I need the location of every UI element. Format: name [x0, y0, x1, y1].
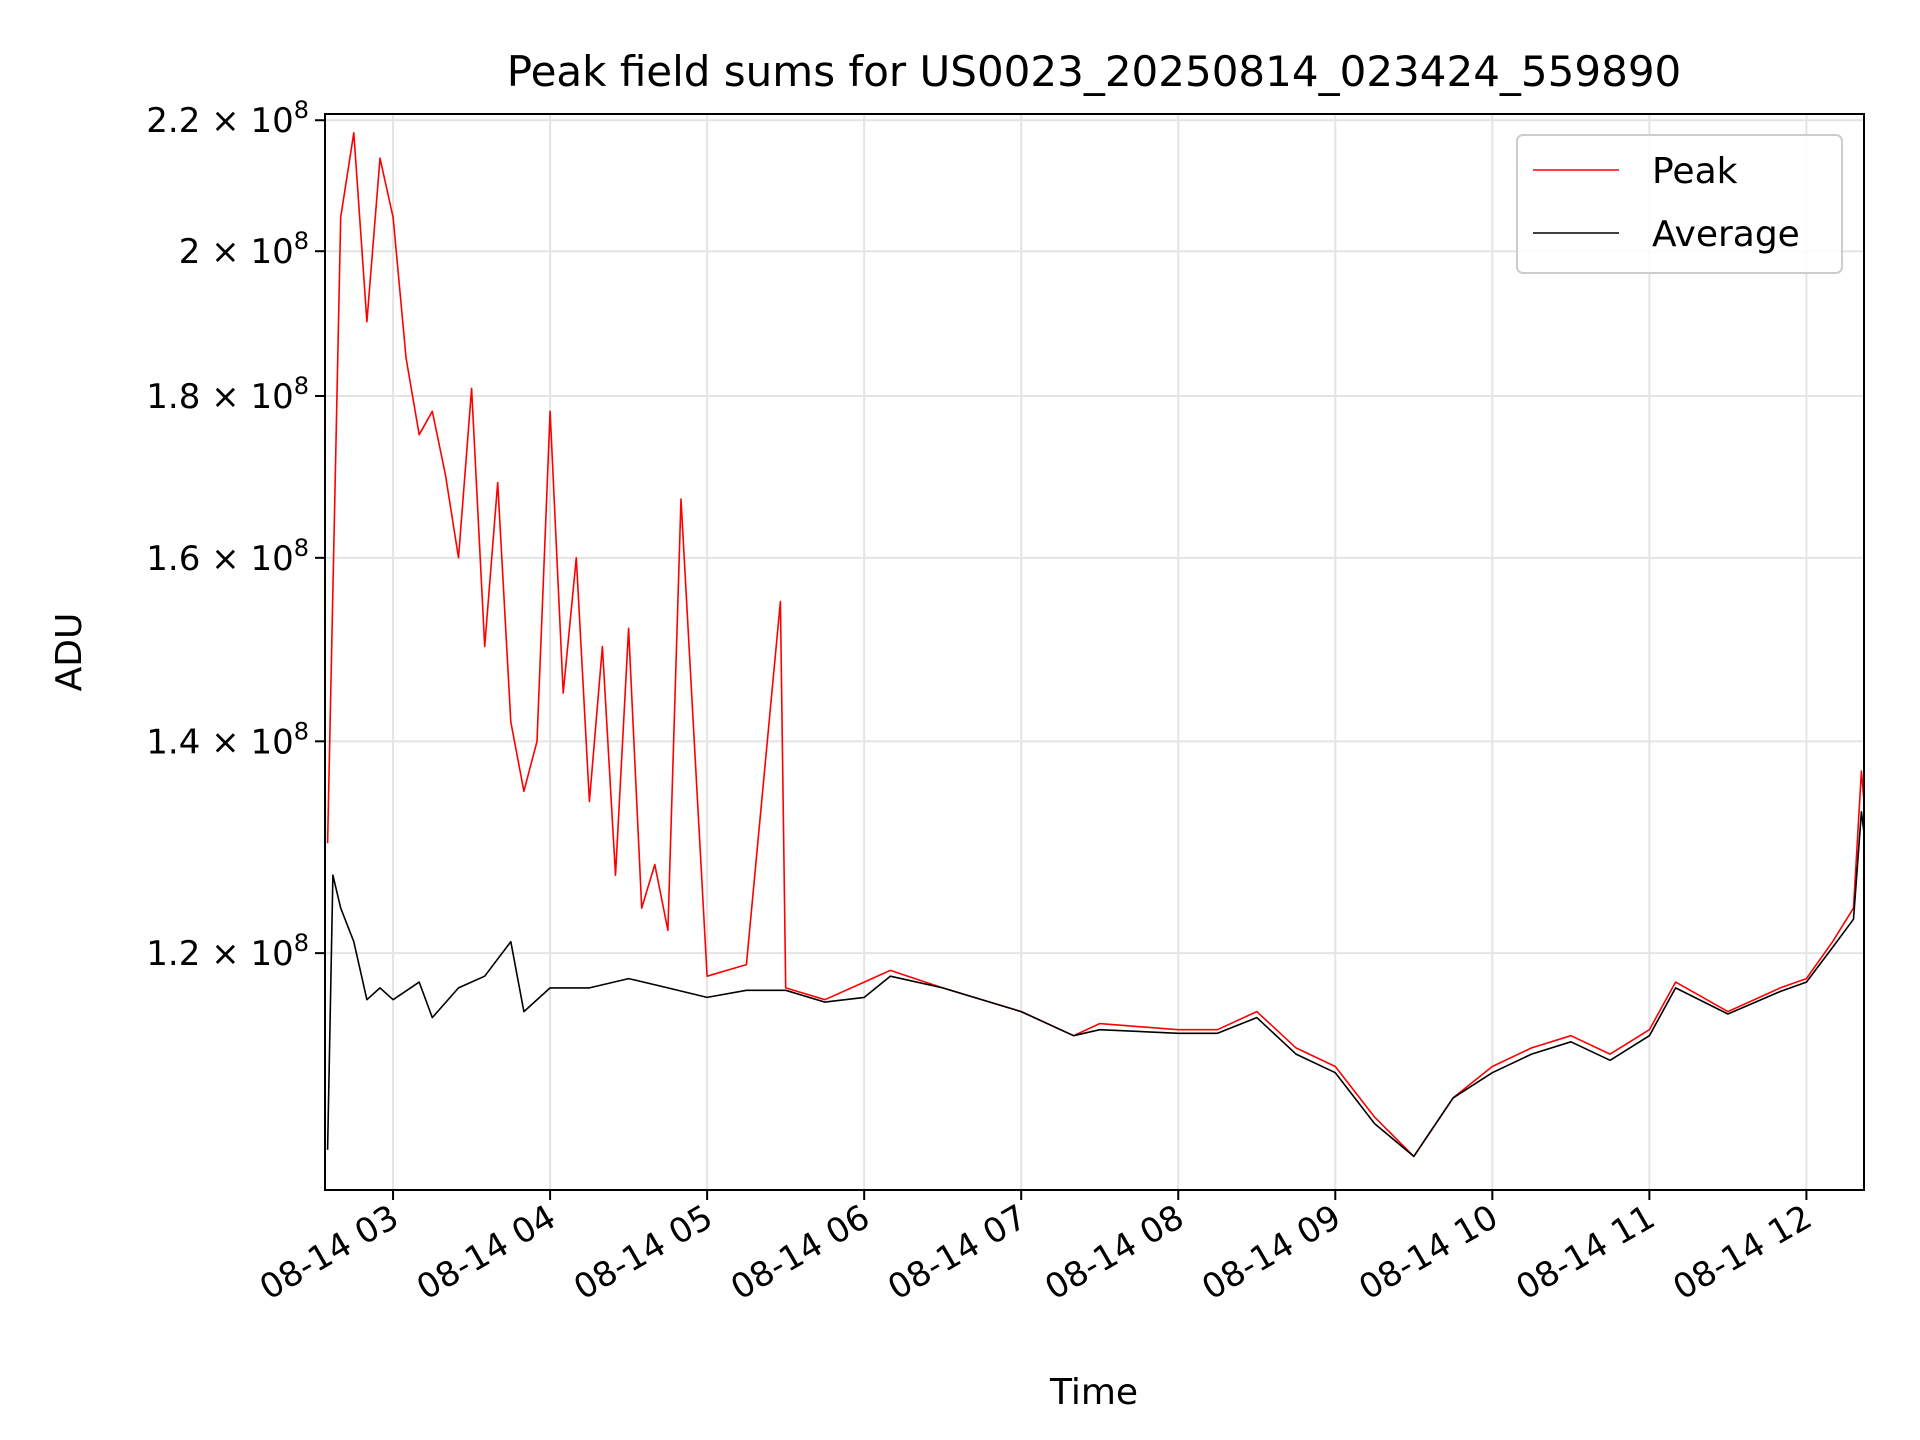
grid-lines [325, 114, 1864, 1190]
y-axis-label: ADU [49, 613, 90, 692]
series-line-average [326, 810, 1865, 1158]
legend-label-peak: Peak [1652, 151, 1738, 192]
legend-label-average: Average [1652, 214, 1800, 255]
y-axis-ticks: 1.2 × 108 1.4 × 108 1.6 × 108 1.8 × 108 2 × … [146, 96, 325, 974]
x-axis-label: Time [1049, 1372, 1138, 1413]
series-lines [326, 132, 1865, 1158]
y-tick-label: 1.4 × 108 [146, 717, 309, 762]
y-tick-label: 1.8 × 108 [146, 372, 309, 417]
series-line-peak [326, 132, 1865, 1158]
legend: Peak Average [1516, 134, 1843, 274]
y-tick-label: 1.2 × 108 [146, 929, 309, 974]
y-tick-label: 2 × 108 [179, 227, 309, 272]
y-tick-label: 2.2 × 108 [146, 96, 309, 141]
chart-title: Peak field sums for US0023_20250814_0234… [507, 47, 1682, 96]
y-tick-label: 1.6 × 108 [146, 534, 309, 579]
plot-frame [324, 113, 1865, 1191]
